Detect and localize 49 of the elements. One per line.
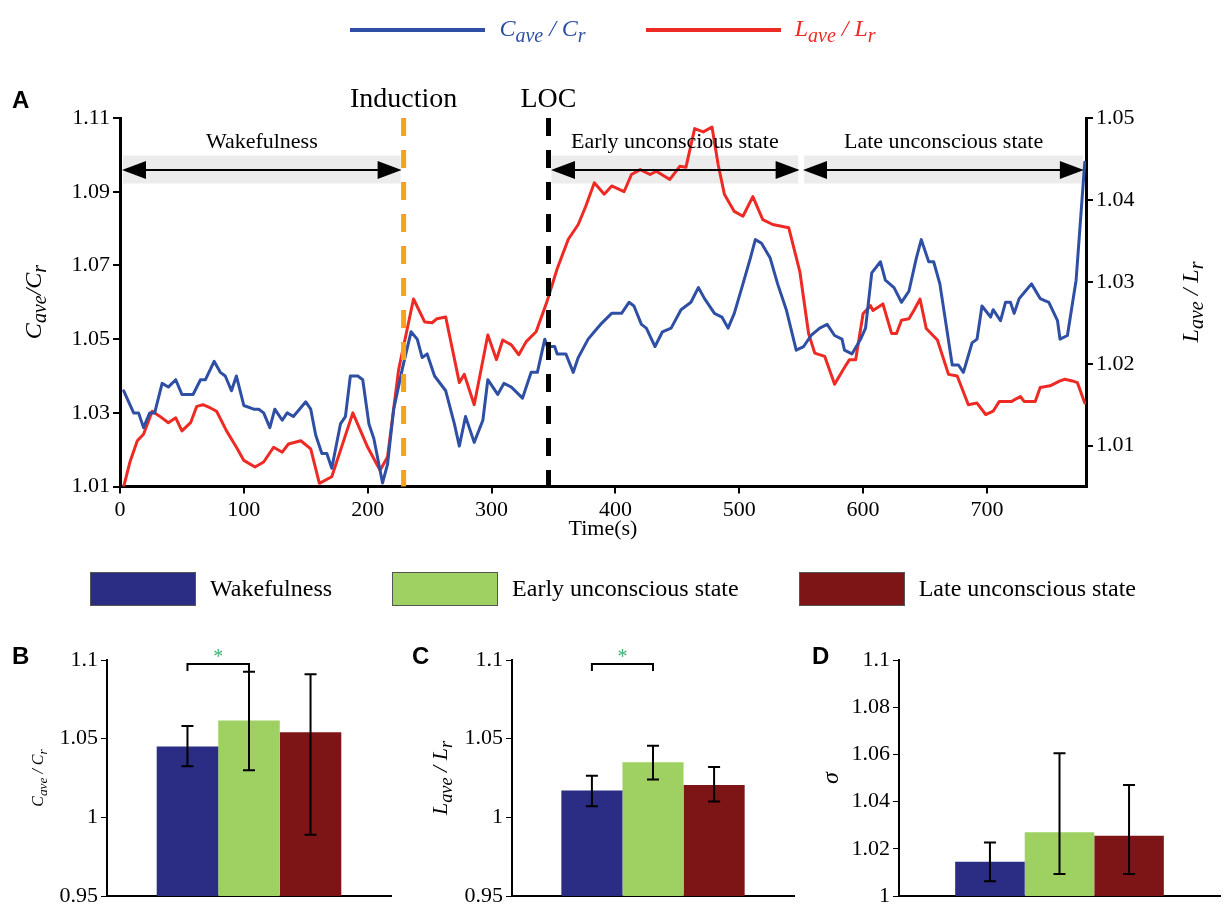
x-tick-label: 500 xyxy=(722,495,756,521)
y-tick-label: 1 xyxy=(879,881,890,907)
x-tick-label: 0 xyxy=(114,495,126,521)
y-tick-label: 1.05 xyxy=(59,724,98,750)
x-tick-label: 600 xyxy=(846,495,880,521)
y-tick-label: 1.08 xyxy=(851,692,890,718)
y2-tick-label: 1.02 xyxy=(1096,349,1135,375)
y-tick-label: 1.03 xyxy=(71,398,110,424)
x-tick-label: 400 xyxy=(598,495,632,521)
x-tick-label: 700 xyxy=(970,495,1004,521)
y-tick-label: 1.07 xyxy=(71,251,110,277)
y-tick-label: 1.01 xyxy=(71,472,110,498)
y-axis-title: σ xyxy=(817,772,843,784)
chart-title: A xyxy=(12,86,30,114)
y-tick-label: 1 xyxy=(492,803,503,829)
band-label: Late unconscious state xyxy=(843,128,1044,154)
y2-tick-label: 1.05 xyxy=(1096,103,1135,129)
y-tick-label: 0.95 xyxy=(59,881,98,907)
y-tick-label: 1.1 xyxy=(862,645,890,671)
band-label: Wakefulness xyxy=(205,128,318,154)
annotation: * xyxy=(617,645,628,668)
legend-label: Wakefulness xyxy=(210,575,333,602)
y2-tick-label: 1.04 xyxy=(1096,185,1135,211)
y-tick-label: 1.1 xyxy=(70,645,98,671)
y-tick-label: 1.05 xyxy=(71,324,110,350)
y2-tick-label: 1.01 xyxy=(1096,431,1135,457)
y-tick-label: 1 xyxy=(87,803,98,829)
chart-title: C xyxy=(412,642,430,670)
ref-line-label: Induction xyxy=(349,82,458,114)
y2-tick-label: 1.03 xyxy=(1096,267,1135,293)
chart-title: B xyxy=(12,642,30,670)
y-tick-label: 1.06 xyxy=(851,740,890,766)
legend-label: Early unconscious state xyxy=(512,575,739,602)
y-tick-label: 0.95 xyxy=(464,881,503,907)
text: C$_{ave}$ / C$_{r}$ xyxy=(499,14,586,47)
chart-title: D xyxy=(812,642,830,670)
x-tick-label: 100 xyxy=(227,495,261,521)
y-tick-label: 1.05 xyxy=(464,724,503,750)
ref-line-label: LOC xyxy=(520,82,577,114)
y-tick-label: 1.1 xyxy=(475,645,503,671)
y-tick-label: 1.09 xyxy=(71,177,110,203)
y-tick-label: 1.04 xyxy=(851,787,890,813)
text: L$_{ave}$ / L$_{r}$ xyxy=(794,14,876,47)
x-tick-label: 300 xyxy=(475,495,509,521)
y-tick-label: 1.02 xyxy=(851,834,890,860)
y-tick-label: 1.11 xyxy=(72,103,110,129)
legend-label: Late unconscious state xyxy=(918,575,1136,602)
annotation: * xyxy=(213,645,224,668)
x-tick-label: 200 xyxy=(351,495,385,521)
